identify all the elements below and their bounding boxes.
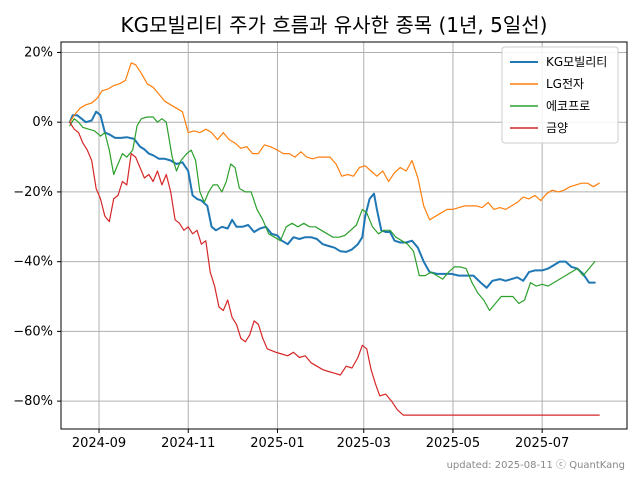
x-tick-label: 2025-05 [426, 436, 480, 451]
y-tick-label: −60% [13, 324, 53, 339]
y-tick-label: 0% [32, 115, 53, 130]
footer-credit: updated: 2025-08-11 ⓒ QuantKang [447, 459, 625, 471]
y-tick-label: −20% [13, 185, 53, 200]
grid-layer [61, 42, 627, 429]
series-layer [68, 62, 600, 416]
series-line-2 [69, 62, 600, 221]
y-tick-label: −80% [13, 394, 53, 409]
x-tick-label: 2025-07 [515, 436, 569, 451]
y-tick-label: −40% [13, 255, 53, 270]
x-tick-label: 2025-03 [337, 436, 391, 451]
x-tick-label: 2024-09 [72, 436, 126, 451]
plot-area-frame [60, 41, 628, 430]
ticks-layer: 20% 0% −20% −40% −60% −80% 2024-09 2024-11 2025-… [13, 45, 569, 451]
x-tick-label: 2025-01 [250, 436, 304, 451]
legend-box [501, 46, 619, 144]
legend-label: LG전자 [546, 77, 584, 91]
series-line-3 [69, 116, 596, 312]
series-line-1 [68, 110, 596, 289]
chart-title: KG모빌리티 주가 흐름과 유사한 종목 (1년, 5일선) [121, 13, 548, 37]
legend-label: 금양 [546, 121, 568, 135]
legend-label: KG모빌리티 [546, 55, 607, 69]
x-tick-label: 2024-11 [161, 436, 215, 451]
legend-label: 에코프로 [546, 99, 590, 113]
series-line-4 [69, 121, 600, 416]
y-tick-label: 20% [24, 45, 53, 60]
